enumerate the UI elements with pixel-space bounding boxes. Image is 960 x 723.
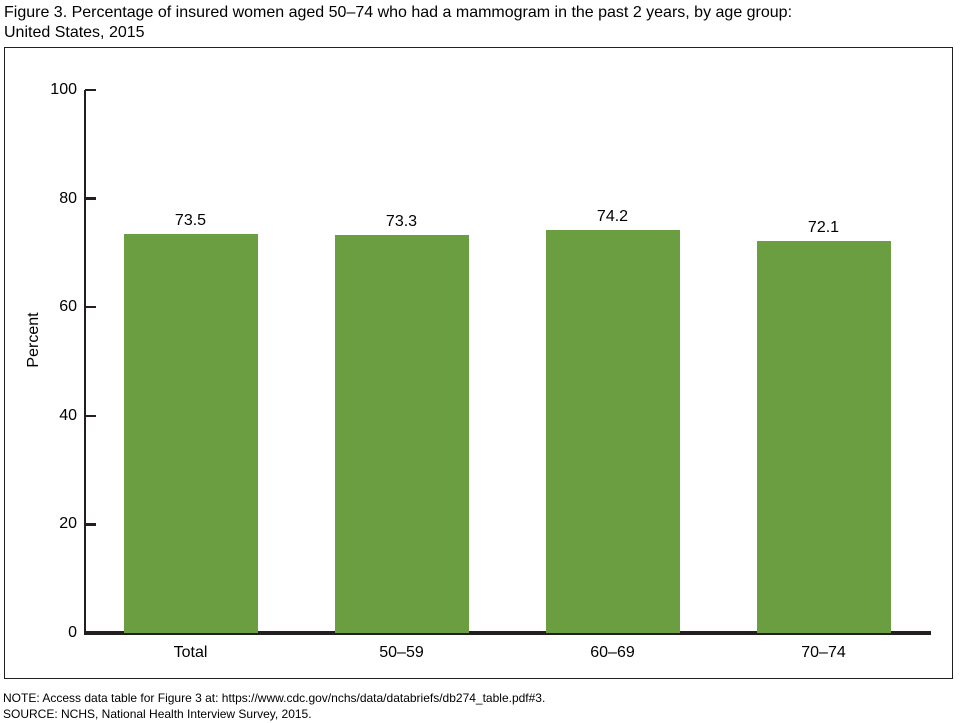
y-axis-tick	[85, 523, 96, 526]
x-axis-label: 60–69	[590, 644, 635, 661]
bar-value-label: 74.2	[596, 208, 629, 226]
x-axis-label: 50–59	[379, 644, 424, 661]
figure-title-line1: Figure 3. Percentage of insured women ag…	[4, 4, 793, 21]
y-axis-tick-label: 20	[59, 515, 77, 533]
x-axis-line	[83, 631, 931, 635]
bar-value-label: 73.3	[385, 212, 418, 230]
bar-value-label: 72.1	[807, 219, 840, 237]
figure-title: Figure 3. Percentage of insured women ag…	[4, 3, 954, 43]
y-axis-tick-label: 60	[59, 298, 77, 316]
y-axis-tick-label: 100	[50, 81, 77, 98]
y-axis-tick	[85, 88, 96, 92]
y-axis-tick	[85, 305, 96, 309]
bar-60-69	[545, 230, 680, 633]
y-axis-tick-label: 0	[68, 624, 77, 641]
figure-title-line2: United States, 2015	[4, 24, 145, 41]
source-text: SOURCE: NCHS, National Health Interview …	[3, 706, 312, 721]
bar-value-label: 73.5	[174, 211, 207, 229]
note-text: NOTE: Access data table for Figure 3 at:…	[3, 691, 546, 705]
x-axis-label: Total	[173, 644, 208, 661]
y-axis-tick-label: 40	[59, 406, 77, 424]
bar-70-74	[756, 241, 891, 633]
y-axis-line	[83, 90, 87, 633]
x-axis-label: 70–74	[801, 644, 846, 661]
figure-footnotes: NOTE: Access data table for Figure 3 at:…	[3, 691, 953, 722]
y-axis-tick-label: 80	[59, 189, 77, 207]
y-axis-tick	[85, 414, 96, 418]
y-axis-tick	[85, 197, 96, 200]
bar-50-59	[334, 234, 469, 633]
bar-total	[123, 233, 258, 633]
